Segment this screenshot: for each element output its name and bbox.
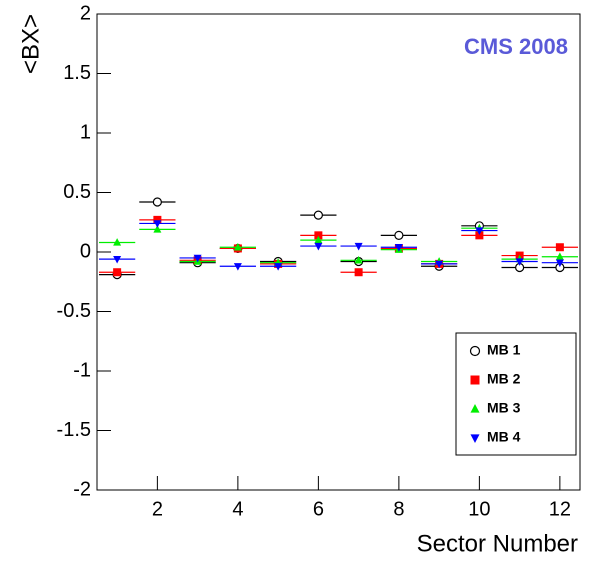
data-point xyxy=(233,242,242,251)
data-point xyxy=(113,255,122,264)
data-point xyxy=(314,231,323,240)
x-tick-label: 4 xyxy=(232,498,243,520)
data-point xyxy=(193,254,202,263)
x-axis-label: Sector Number xyxy=(417,530,578,557)
legend-marker xyxy=(470,404,480,413)
data-point xyxy=(394,244,403,252)
y-tick-label: 2 xyxy=(80,2,91,24)
x-tick-label: 6 xyxy=(313,498,324,520)
data-point xyxy=(475,227,484,235)
legend-label: MB 1 xyxy=(487,342,521,358)
data-point xyxy=(555,243,564,252)
legend-marker xyxy=(469,345,481,357)
data-point xyxy=(314,235,323,244)
y-tick-label: -1.5 xyxy=(57,419,91,441)
data-point xyxy=(274,263,283,271)
legend-label: MB 3 xyxy=(487,400,521,416)
data-point xyxy=(475,231,484,240)
y-axis-label: <BX> xyxy=(17,14,44,74)
data-point xyxy=(113,238,122,246)
y-tick-label: -0.5 xyxy=(57,300,91,322)
data-point xyxy=(153,220,162,228)
legend-label: MB 2 xyxy=(487,371,521,387)
x-tick-label: 10 xyxy=(468,498,490,520)
annotation: CMS 2008 xyxy=(464,34,568,59)
y-tick-label: 0 xyxy=(80,240,91,262)
data-point xyxy=(435,260,444,269)
y-tick-label: 0.5 xyxy=(63,181,91,203)
y-tick-label: -2 xyxy=(73,478,91,500)
data-point xyxy=(555,259,564,268)
data-point xyxy=(233,263,242,271)
data-point xyxy=(153,215,162,224)
x-tick-label: 2 xyxy=(152,498,163,520)
data-point xyxy=(354,242,363,251)
data-point xyxy=(152,197,162,207)
y-tick-label: -1 xyxy=(73,359,91,381)
data-point xyxy=(354,255,363,264)
data-point xyxy=(555,252,564,260)
data-point xyxy=(113,268,122,277)
x-tick-label: 8 xyxy=(393,498,404,520)
x-tick-label: 12 xyxy=(549,498,571,520)
legend-marker xyxy=(470,375,480,385)
data-point xyxy=(354,268,363,277)
data-point xyxy=(314,242,323,251)
legend-marker xyxy=(470,434,480,443)
data-point xyxy=(153,224,162,233)
data-point xyxy=(394,230,404,240)
legend-label: MB 4 xyxy=(487,429,521,445)
data-point xyxy=(313,210,323,220)
y-tick-label: 1 xyxy=(80,121,91,143)
data-point xyxy=(515,258,524,266)
y-tick-label: 1.5 xyxy=(63,62,91,84)
